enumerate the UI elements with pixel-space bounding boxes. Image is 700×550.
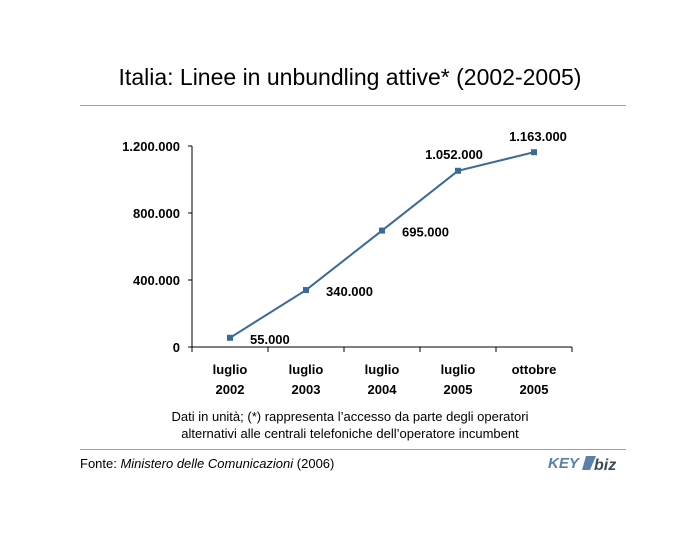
x-tick-label: ottobre: [512, 362, 557, 377]
data-point: [531, 149, 537, 156]
logo-text-key: KEY: [548, 455, 581, 472]
data-point: [455, 167, 461, 174]
footer-divider: [80, 449, 626, 450]
data-point: [227, 334, 233, 341]
data-label: 1.052.000: [425, 147, 483, 162]
source-suffix: (2006): [293, 456, 335, 471]
data-label: 55.000: [250, 332, 290, 347]
y-tick-label: 400.000: [133, 273, 180, 288]
line-chart: 0 400.000 800.000 1.200.000 luglio 2002 luglio…: [122, 129, 573, 397]
chart-note: Dati in unità; (*) rappresenta l’accesso…: [0, 408, 700, 442]
note-line-1: Dati in unità; (*) rappresenta l’accesso…: [171, 409, 529, 424]
series-line: [229, 151, 535, 339]
logo-mark: [582, 456, 596, 470]
x-tick-label: 2002: [216, 382, 245, 397]
x-tick-label: luglio: [289, 362, 324, 377]
source-prefix: Fonte:: [80, 456, 121, 471]
chart-title: Italia: Linee in unbundling attive* (200…: [118, 64, 582, 90]
data-label: 1.163.000: [509, 129, 567, 144]
x-tick-label: luglio: [213, 362, 248, 377]
source-credit: Fonte: Ministero delle Comunicazioni (20…: [80, 456, 334, 471]
x-tick-label: luglio: [441, 362, 476, 377]
y-tick-label: 800.000: [133, 206, 180, 221]
y-tick-label: 1.200.000: [122, 139, 180, 154]
x-tick-label: 2005: [444, 382, 473, 397]
keybiz-logo: KEY biz: [548, 455, 616, 474]
data-label: 695.000: [402, 225, 449, 240]
data-point: [303, 287, 309, 294]
y-tick-label: 0: [173, 340, 180, 355]
data-point: [379, 227, 385, 234]
x-tick-label: 2005: [520, 382, 549, 397]
x-tick-label: 2003: [292, 382, 321, 397]
source-work: Ministero delle Comunicazioni: [120, 456, 294, 471]
x-tick-label: 2004: [368, 382, 398, 397]
note-line-2: alternativi alle centrali telefoniche de…: [181, 426, 519, 441]
logo-text-biz: biz: [594, 457, 616, 474]
title-divider: [80, 105, 626, 106]
x-tick-label: luglio: [365, 362, 400, 377]
data-label: 340.000: [326, 284, 373, 299]
